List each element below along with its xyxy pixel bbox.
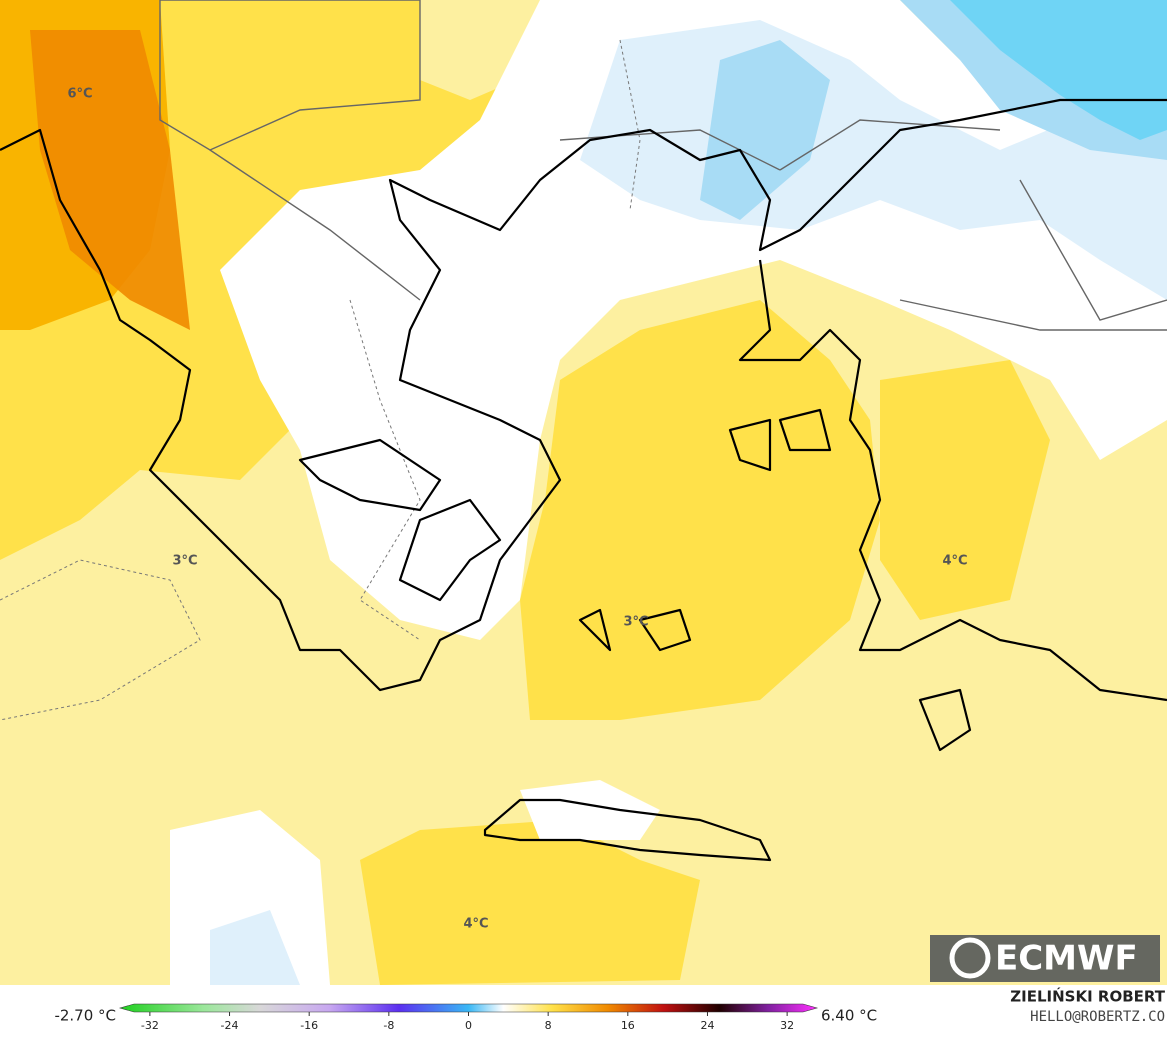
contour-label: 4°C (463, 917, 488, 932)
colorbar-tick-label: 16 (621, 1019, 635, 1032)
colorbar-min-label: -2.70 °C (54, 1007, 116, 1025)
contour-label: 4°C (942, 554, 967, 569)
border (209, 119, 1167, 331)
border (159, 0, 421, 151)
logo-text: ECMWF (995, 939, 1138, 979)
cool-patch (700, 40, 830, 220)
colorbar-tick-label: -24 (221, 1019, 239, 1032)
coastline (298, 438, 502, 602)
colorbar-tick-label: -8 (383, 1019, 394, 1032)
credit-name: ZIELIŃSKI ROBERT (1010, 987, 1165, 1006)
colorbar-tick-label: 8 (545, 1019, 552, 1032)
warm-south (360, 820, 700, 985)
neutral-crete (520, 780, 660, 840)
coastline (738, 259, 1167, 702)
colorbar-max-label: 6.40 °C (821, 1007, 877, 1025)
warm-aegean (520, 300, 880, 720)
colorbar-tick-label: -16 (300, 1019, 318, 1032)
isoline (0, 559, 201, 721)
colorbar: -32 -24 -16 -8 0 8 16 24 32 (118, 1003, 819, 1032)
logo: ECMWF (930, 935, 1160, 982)
coastline (0, 98, 1167, 692)
contour-label: 3°C (172, 554, 197, 569)
map: 6°C 3°C 3°C 4°C 4°C (0, 0, 1167, 985)
colorbar-tick-label: 32 (780, 1019, 794, 1032)
warm-anatolia (880, 360, 1050, 620)
credit-contact: HELLO@ROBERTZ.CO (1030, 1009, 1165, 1025)
coolest-area (950, 0, 1167, 140)
island (578, 408, 972, 752)
colorbar-tick-label: 0 (465, 1019, 472, 1032)
colorbar-tick-label: 24 (700, 1019, 714, 1032)
warmest-area (30, 30, 190, 330)
cool-south (210, 910, 300, 985)
logo-icon (949, 937, 991, 979)
colorbar-tick-label: -32 (141, 1019, 159, 1032)
contour-label: 6°C (67, 87, 92, 102)
colorbar-bar (118, 1003, 819, 1013)
crete (483, 798, 772, 862)
isoline (349, 299, 421, 641)
contour-label: 3°C (623, 615, 648, 630)
